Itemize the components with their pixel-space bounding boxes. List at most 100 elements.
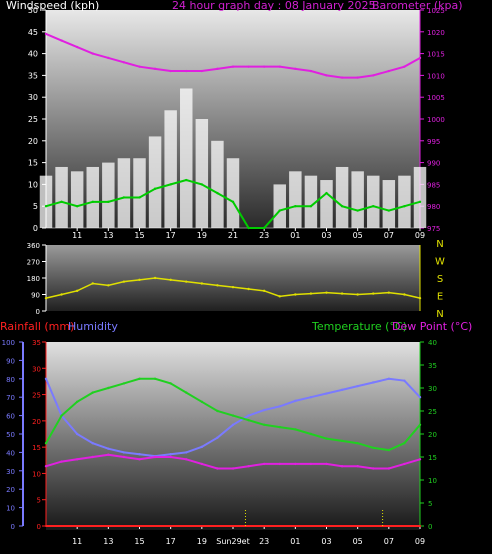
- temperature-point: [294, 428, 297, 431]
- barometer-point: [294, 67, 297, 71]
- temperature-x-tick-label: 09: [415, 537, 425, 546]
- wind-x-tick-label: 09: [415, 231, 425, 240]
- wind-average-point: [107, 200, 110, 204]
- temperature-x-tick-label: 01: [290, 537, 300, 546]
- wind-average-point: [403, 205, 406, 208]
- humidity-point: [169, 453, 172, 456]
- direction-plot-area: [46, 245, 420, 311]
- humidity-point: [107, 447, 110, 450]
- wind-direction-point: [91, 282, 94, 285]
- rainfall-point: [387, 525, 390, 527]
- dewpoint-point: [60, 460, 63, 463]
- wind-average-point: [325, 191, 328, 195]
- wind-speed-bar: [117, 158, 131, 228]
- temperature-tick-label: 0: [428, 523, 432, 531]
- wind-speed-bar: [39, 175, 53, 228]
- humidity-point: [278, 405, 281, 408]
- wind-x-tick-label: 05: [353, 231, 363, 240]
- compass-label: E: [437, 292, 443, 303]
- dewpoint-point: [231, 467, 235, 470]
- wind-direction-point: [340, 292, 344, 295]
- rain-tick-label: 15: [32, 444, 41, 452]
- wind-average-point: [387, 209, 391, 212]
- humidity-tick-label: 30: [6, 468, 15, 476]
- temperature-point: [153, 377, 157, 380]
- wind-speed-bar: [133, 158, 146, 228]
- compass-label: W: [435, 257, 445, 268]
- barometer-point: [325, 74, 328, 77]
- wind-direction-point: [60, 293, 63, 296]
- temperature-point: [403, 442, 406, 445]
- barometer-axis-title: Barometer (kpa): [372, 0, 463, 12]
- wind-direction-point: [185, 280, 188, 283]
- wind-speed-bar: [195, 119, 209, 228]
- wind-x-tick-label: 23: [259, 231, 269, 240]
- temperature-tick-label: 25: [428, 408, 437, 416]
- rainfall-point: [247, 525, 250, 527]
- humidity-point: [138, 453, 141, 456]
- humidity-tick-label: 10: [6, 505, 15, 513]
- windspeed-axis-title: Windspeed (kph): [6, 0, 100, 12]
- rain-tick-label: 20: [32, 418, 41, 426]
- rainfall-point: [91, 525, 94, 527]
- compass-label: N: [436, 239, 443, 250]
- compass-label: N: [436, 309, 443, 320]
- humidity-point: [403, 379, 406, 382]
- dewpoint-point: [294, 462, 297, 466]
- wind-direction-point: [44, 296, 48, 300]
- barometer-point: [278, 65, 281, 68]
- wind-average-point: [262, 226, 266, 230]
- rainfall-point: [76, 525, 79, 527]
- wind-speed-bar: [382, 180, 396, 228]
- wind-x-tick-label: 07: [384, 231, 394, 240]
- temperature-tick-label: 10: [428, 477, 437, 485]
- wind-direction-point: [107, 284, 110, 287]
- dewpoint-point: [185, 458, 188, 461]
- wind-speed-bar: [335, 166, 349, 228]
- dewpoint-point: [387, 467, 391, 470]
- dewpoint-point: [278, 462, 281, 466]
- dewpoint-point: [309, 462, 313, 466]
- temperature-point: [185, 391, 188, 394]
- barometer-point: [138, 65, 141, 68]
- wind-average-point: [200, 183, 204, 186]
- rain-tick-label: 0: [37, 523, 41, 531]
- wind-speed-bar: [226, 158, 240, 228]
- wind-speed-bar: [70, 171, 84, 228]
- humidity-tick-label: 60: [6, 413, 15, 421]
- wind-direction-point: [278, 295, 281, 298]
- barometer-tick-label: 1005: [427, 94, 445, 102]
- wind-direction-point: [75, 289, 79, 293]
- direction-tick-label: 0: [36, 308, 40, 316]
- wind-direction-point: [138, 278, 141, 282]
- rainfall-point: [232, 525, 234, 527]
- rain-tick-label: 5: [37, 497, 41, 505]
- wind-average-point: [356, 209, 359, 212]
- wind-direction-point: [309, 292, 313, 295]
- wind-direction-point: [325, 291, 328, 294]
- wind-direction-point: [418, 296, 422, 300]
- temperature-point: [309, 432, 313, 436]
- temperature-point: [122, 382, 126, 385]
- temperature-tick-label: 20: [428, 431, 437, 439]
- temperature-tick-label: 35: [428, 362, 437, 370]
- rainfall-point: [278, 525, 281, 527]
- direction-tick-label: 180: [27, 275, 40, 283]
- humidity-point: [216, 436, 219, 439]
- barometer-point: [107, 56, 110, 60]
- wind-direction-point: [372, 292, 375, 295]
- wind-speed-bar: [55, 166, 68, 228]
- wind-tick-label: 45: [28, 28, 38, 37]
- wind-average-point: [153, 187, 157, 190]
- humidity-point: [309, 396, 313, 399]
- barometer-point: [340, 76, 344, 79]
- dewpoint-point: [153, 455, 157, 459]
- wind-average-point: [372, 205, 375, 208]
- direction-tick-label: 270: [27, 259, 40, 267]
- temperature-point: [107, 386, 110, 390]
- humidity-point: [200, 445, 204, 449]
- rainfall-point: [45, 525, 47, 527]
- barometer-point: [372, 74, 375, 77]
- dewpoint-point: [340, 465, 344, 468]
